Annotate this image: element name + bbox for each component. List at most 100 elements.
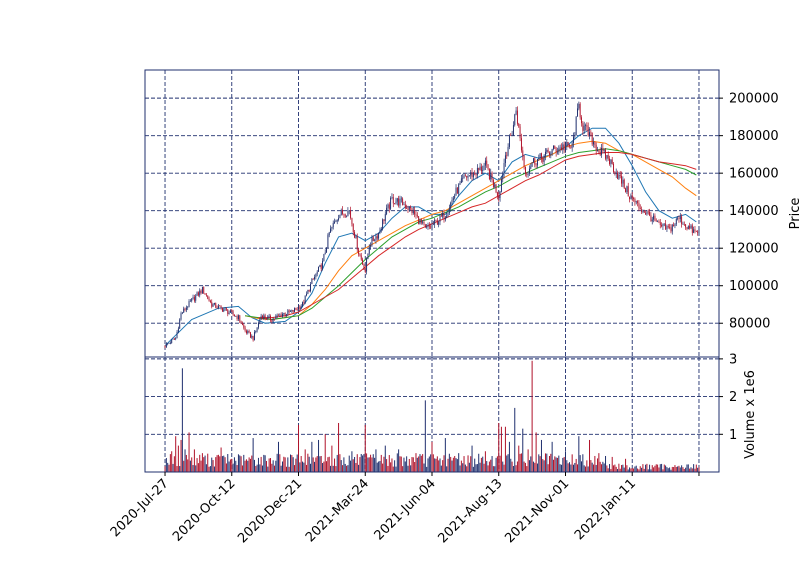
volume-bar (328, 456, 330, 472)
volume-bar (431, 441, 433, 472)
candle-body (407, 208, 409, 210)
volume-bar (408, 458, 410, 472)
volume-bar (666, 467, 668, 472)
volume-bar (185, 454, 187, 472)
candle-body (416, 215, 418, 217)
candle-body (410, 206, 412, 209)
candle-body (343, 213, 345, 215)
volume-bar (515, 465, 517, 472)
candle-body (241, 323, 243, 325)
candle-body (213, 302, 215, 305)
volume-bar (233, 457, 235, 472)
volume-bar (560, 464, 562, 472)
candle-body (622, 179, 624, 184)
candle-body (185, 307, 187, 310)
volume-bar (633, 468, 635, 472)
volume-bar (380, 454, 382, 472)
volume-bar (512, 465, 514, 472)
volume-bar (390, 462, 392, 472)
candle-body (324, 252, 326, 255)
candle-body (549, 152, 550, 155)
volume-bar (484, 451, 486, 472)
candle-body (278, 315, 279, 316)
volume-bar (406, 456, 408, 472)
volume-bar (296, 454, 298, 472)
candle-body (627, 186, 629, 197)
candle-body (209, 300, 211, 302)
candle-body (673, 225, 675, 226)
candle-body (695, 231, 697, 232)
candle-body (311, 279, 313, 285)
volume-bar (629, 467, 631, 472)
candle-body (440, 215, 442, 217)
candle-body (180, 313, 182, 320)
volume-bar (285, 466, 287, 472)
candle-body (204, 293, 206, 295)
volume-bar (506, 455, 508, 472)
volume-bar (504, 426, 506, 472)
candle-body (629, 196, 631, 200)
candle-body (458, 184, 460, 194)
volume-tick-label: 1 (729, 428, 737, 443)
volume-bar (374, 457, 376, 472)
volume-bar (281, 461, 283, 472)
candle-body (617, 172, 619, 179)
volume-bar (614, 464, 616, 472)
candle-body (589, 132, 590, 136)
candle-body (528, 168, 530, 174)
candle-body (268, 315, 270, 317)
candle-body (379, 230, 381, 234)
x-tick-label: 2021-Mar-24 (303, 476, 372, 545)
volume-bar (312, 457, 314, 472)
volume-bar (447, 458, 449, 472)
candle-body (609, 158, 611, 165)
candle-body (203, 286, 205, 294)
volume-bar (224, 457, 226, 472)
candle-body (225, 308, 227, 310)
volume-bar (677, 466, 679, 472)
candle-body (561, 147, 562, 151)
volume-bar (436, 456, 438, 472)
volume-bar (288, 466, 290, 472)
volume-bar (514, 407, 516, 472)
candle-body (603, 149, 605, 151)
volume-bar (257, 457, 259, 472)
candle-body (406, 207, 408, 209)
candle-body (316, 271, 318, 275)
volume-bar (334, 458, 336, 472)
volume-bar (249, 458, 251, 472)
volume-bar (483, 463, 485, 472)
candle-body (394, 203, 396, 205)
moving-average-line-3 (245, 148, 697, 321)
candle-body (346, 216, 348, 217)
candle-body (690, 225, 692, 229)
volume-bar (203, 457, 205, 472)
volume-bar (386, 459, 388, 472)
candle-body (565, 146, 566, 151)
candle-body (336, 219, 338, 222)
volume-bar (526, 466, 528, 472)
volume-bar (503, 464, 505, 472)
candle-body (376, 236, 378, 239)
volume-bar (679, 467, 681, 472)
volume-bar (687, 464, 689, 472)
volume-bar (426, 466, 428, 472)
volume-bar (670, 469, 672, 472)
volume-bar (342, 465, 344, 472)
volume-bar (336, 454, 338, 472)
volume-bar (232, 463, 234, 472)
volume-bar (239, 455, 241, 472)
candle-body (272, 318, 274, 322)
volume-bar (595, 464, 597, 472)
volume-bar (348, 455, 350, 472)
volume-bar (259, 464, 261, 472)
candle-body (447, 212, 449, 216)
candle-body (591, 132, 593, 145)
volume-bar (448, 453, 450, 472)
volume-bar (225, 463, 227, 472)
candle-body (492, 179, 494, 187)
candle-body (420, 219, 422, 223)
candle-body (224, 308, 226, 310)
candle-body (598, 150, 600, 153)
candle-body (685, 224, 687, 228)
